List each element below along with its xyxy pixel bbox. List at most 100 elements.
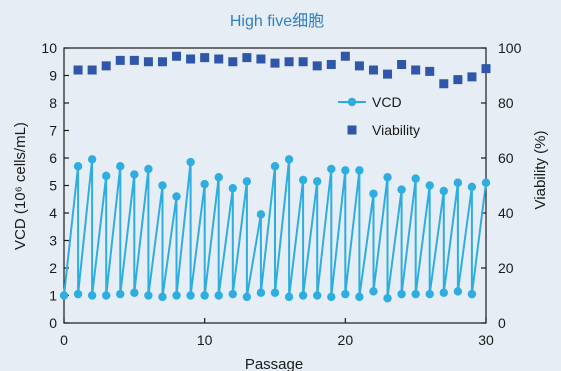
legend-viability-label: Viability: [372, 122, 420, 138]
vcd-point: [355, 292, 364, 302]
viability-point: [214, 54, 224, 64]
vcd-point: [214, 173, 223, 182]
vcd-point: [144, 291, 153, 300]
viability-point: [101, 61, 111, 71]
vcd-point: [116, 289, 125, 299]
y-right-tick-label: 60: [498, 150, 514, 166]
vcd-point: [481, 178, 491, 187]
viability-point: [326, 60, 336, 69]
legend-vcd-label: VCD: [372, 94, 402, 110]
vcd-point: [59, 291, 69, 300]
chart-title: High five细胞: [230, 12, 324, 30]
x-tick-label: 0: [60, 332, 68, 348]
y-tick-label: 4: [49, 205, 57, 221]
x-tick-label: 30: [478, 332, 494, 348]
vcd-point: [130, 170, 139, 179]
viability-point: [115, 55, 125, 65]
vcd-point: [411, 174, 420, 183]
viability-point: [425, 66, 435, 76]
vcd-point: [383, 173, 392, 182]
viability-point: [383, 69, 393, 79]
vcd-point: [425, 289, 434, 299]
vcd-point: [327, 164, 336, 174]
vcd-point: [87, 291, 97, 300]
vcd-point: [284, 292, 294, 302]
vcd-point: [355, 166, 364, 175]
legend: VCD Viability: [338, 94, 420, 138]
viability-point: [172, 51, 182, 61]
y-tick-label: 10: [41, 40, 57, 56]
vcd-line: [63, 159, 487, 299]
viability-point: [256, 54, 266, 64]
viability-point: [270, 58, 280, 68]
vcd-point: [228, 184, 237, 193]
y-tick-label: 5: [49, 178, 57, 194]
vcd-point: [214, 291, 223, 300]
vcd-point: [73, 289, 83, 299]
vcd-point: [383, 294, 392, 303]
viability-point: [411, 65, 421, 75]
viability-point: [481, 64, 491, 74]
y-tick-label: 9: [49, 68, 57, 84]
y-axis-title: VCD (10⁶ cells/mL): [12, 122, 29, 250]
x-axis-title: Passage: [245, 356, 303, 371]
vcd-point: [73, 162, 83, 171]
vcd-point: [425, 181, 434, 190]
viability-point: [453, 75, 463, 85]
series-layer: [59, 51, 491, 303]
vcd-point: [158, 181, 167, 190]
vcd-point: [102, 171, 111, 181]
y-tick-label: 7: [49, 123, 57, 139]
vcd-point: [369, 287, 378, 296]
viability-point: [354, 61, 364, 71]
vcd-point: [313, 177, 322, 186]
viability-point: [200, 53, 210, 63]
y-right-tick-label: 80: [498, 95, 514, 111]
vcd-point: [186, 157, 195, 167]
viability-point: [284, 57, 294, 67]
legend-vcd-marker: [347, 97, 357, 107]
vcd-point: [270, 162, 280, 171]
vcd-point: [467, 289, 477, 299]
y-tick-label: 3: [49, 233, 57, 249]
vcd-point: [102, 291, 111, 300]
vcd-point: [327, 292, 336, 302]
vcd-point: [200, 291, 209, 300]
vcd-point: [116, 162, 125, 171]
y-tick-label: 6: [49, 150, 57, 166]
vcd-point: [130, 288, 139, 297]
vcd-point: [284, 155, 294, 164]
vcd-point: [186, 291, 195, 300]
viability-point: [143, 57, 153, 67]
vcd-point: [439, 288, 448, 297]
vcd-point: [341, 289, 350, 299]
y-right-tick-label: 40: [498, 205, 514, 221]
viability-point: [340, 51, 350, 61]
x-tick-label: 20: [338, 332, 354, 348]
legend-viability-marker: [347, 125, 357, 135]
vcd-point: [341, 166, 350, 175]
x-tick-label: 10: [197, 332, 213, 348]
vcd-point: [144, 164, 153, 174]
viability-point: [439, 79, 449, 89]
vcd-point: [87, 155, 97, 164]
vcd-point: [242, 177, 252, 186]
vcd-point: [256, 210, 266, 219]
y-tick-label: 8: [49, 95, 57, 111]
viability-point: [186, 54, 196, 64]
vcd-point: [172, 291, 181, 300]
viability-point: [467, 72, 477, 82]
viability-point: [312, 61, 322, 71]
viability-point: [129, 55, 139, 65]
vcd-point: [397, 289, 406, 299]
vcd-point: [439, 186, 448, 196]
vcd-point: [298, 291, 308, 300]
vcd-point: [228, 289, 237, 299]
viability-point: [157, 57, 167, 67]
vcd-point: [256, 288, 266, 297]
y-tick-label: 0: [49, 315, 57, 331]
vcd-point: [298, 175, 308, 185]
